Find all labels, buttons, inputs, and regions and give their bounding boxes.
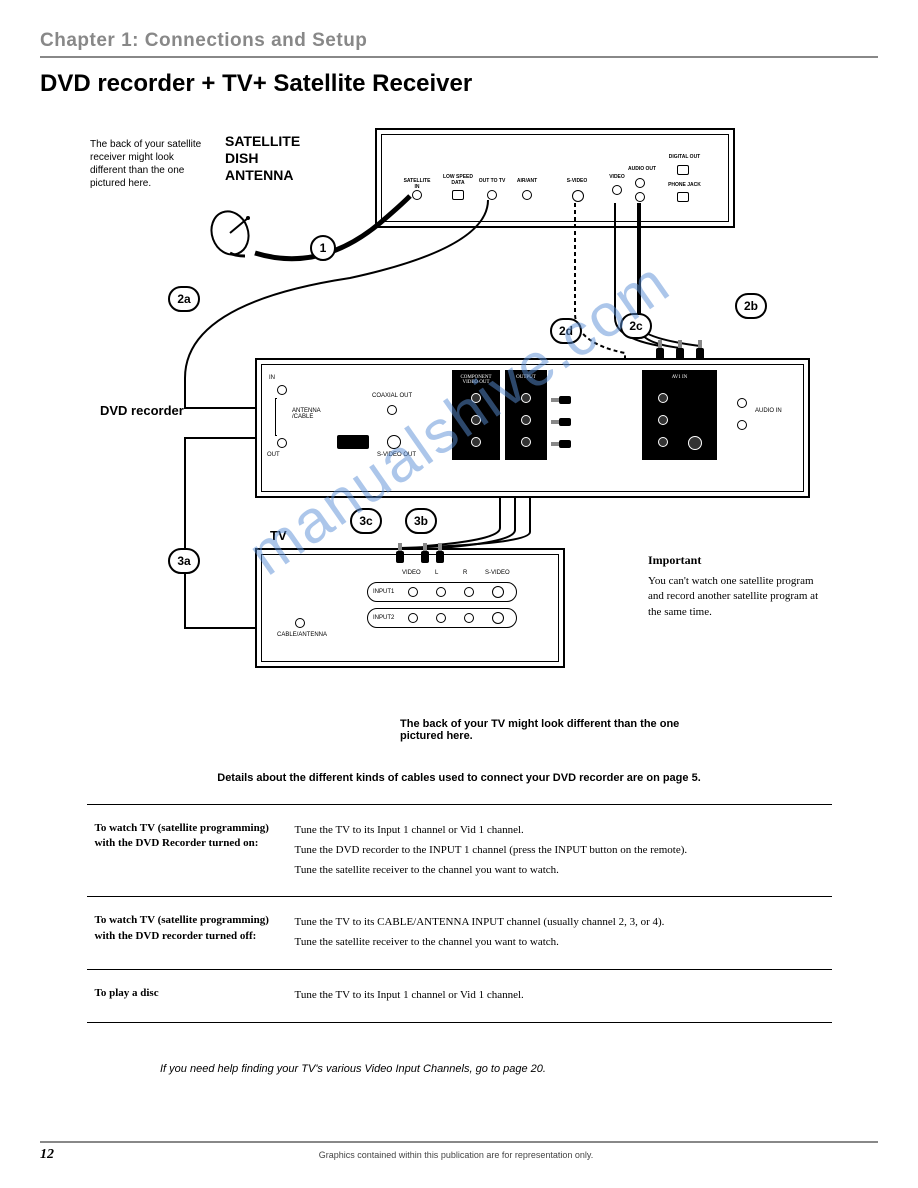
port-hdmi [337, 435, 369, 449]
label-audio-in: AUDIO IN [755, 408, 782, 414]
rca-plug-icon [551, 418, 571, 426]
receiver-note: The back of your satellite receiver migh… [90, 138, 210, 190]
port-audio-in-r [737, 420, 747, 430]
step-marker-3b: 3b [405, 508, 437, 534]
label-component: COMPONENT VIDEO OUT [455, 373, 497, 387]
step-marker-2d: 2d [550, 318, 582, 344]
label-audio-out: AUDIO OUT [627, 166, 657, 172]
instruction-text: Tune the TV to its Input 1 channel or Vi… [287, 805, 832, 897]
port-audio-l [635, 178, 645, 188]
rca-plug-icon [436, 543, 444, 563]
important-title: Important [648, 553, 828, 568]
label-antenna-cable: ANTENNA /CABLE [292, 408, 327, 420]
instruction-table: To watch TV (satellite programming) with… [87, 804, 832, 1023]
label-tv-cable-antenna: CABLE/ANTENNA [277, 632, 327, 638]
port-coaxial-out [387, 405, 397, 415]
tv-back-note: The back of your TV might look different… [400, 718, 700, 742]
rca-plug-icon [551, 440, 571, 448]
label-digital-out: DIGITAL OUT [667, 154, 702, 160]
step-marker-1: 1 [310, 235, 336, 261]
label-tv-r: R [463, 570, 467, 576]
chapter-header: Chapter 1: Connections and Setup [40, 30, 878, 58]
port-low-speed-data [452, 190, 464, 200]
page-title: DVD recorder + TV+ Satellite Receiver [40, 70, 878, 98]
important-text: You can't watch one satellite program an… [648, 574, 828, 620]
page-number: 12 [40, 1147, 54, 1163]
label-satellite-in: SATELLITE IN [402, 178, 432, 190]
instruction-label: To watch TV (satellite programming) with… [87, 897, 287, 970]
satellite-dish-icon [210, 208, 260, 258]
port-antenna-in [277, 385, 287, 395]
instruction-text: Tune the TV to its Input 1 channel or Vi… [287, 969, 832, 1022]
satellite-antenna-label: SATELLITE DISH ANTENNA [225, 133, 300, 183]
label-low-speed: LOW SPEED DATA [442, 174, 474, 186]
dvd-recorder-label: DVD recorder [100, 403, 184, 418]
satellite-receiver-device: SATELLITE IN LOW SPEED DATA OUT TO TV AI… [375, 128, 735, 228]
step-marker-2c: 2c [620, 313, 652, 339]
table-row: To watch TV (satellite programming) with… [87, 805, 832, 897]
rca-plug-icon [656, 340, 664, 360]
help-note: If you need help finding your TV's vario… [160, 1063, 878, 1075]
port-video [612, 185, 622, 195]
cable-details-note: Details about the different kinds of cab… [40, 772, 878, 784]
connection-diagram: The back of your satellite receiver migh… [40, 128, 878, 708]
instruction-label: To play a disc [87, 969, 287, 1022]
label-tv-l: L [435, 570, 438, 576]
port-digital-out [677, 165, 689, 175]
instruction-label: To watch TV (satellite programming) with… [87, 805, 287, 897]
label-phone-jack: PHONE JACK [667, 182, 702, 188]
label-coaxial: COAXIAL OUT [372, 393, 412, 399]
rca-plug-icon [396, 543, 404, 563]
tv-label: TV [270, 528, 287, 543]
label-out: OUT [267, 452, 280, 458]
step-marker-3a: 3a [168, 548, 200, 574]
rca-plug-icon [551, 396, 571, 404]
step-marker-2a: 2a [168, 286, 200, 312]
port-tv-cable-antenna [295, 618, 305, 628]
av1-in-panel: AV1 IN [642, 370, 717, 460]
table-row: To watch TV (satellite programming) with… [87, 897, 832, 970]
important-note: Important You can't watch one satellite … [648, 553, 828, 620]
port-out-to-tv [487, 190, 497, 200]
rca-plug-icon [676, 340, 684, 360]
label-svideo-out: S-VIDEO OUT [377, 452, 416, 458]
port-svideo [572, 190, 584, 202]
label-input1: INPUT1 [373, 589, 394, 595]
port-air-ant [522, 190, 532, 200]
label-in: IN [269, 375, 275, 381]
dvd-recorder-device: IN OUT ANTENNA /CABLE COAXIAL OUT S-VIDE… [255, 358, 810, 498]
rca-plug-icon [421, 543, 429, 563]
instruction-text: Tune the TV to its CABLE/ANTENNA INPUT c… [287, 897, 832, 970]
label-av1: AV1 IN [645, 373, 714, 382]
port-antenna-out [277, 438, 287, 448]
table-row: To play a disc Tune the TV to its Input … [87, 969, 832, 1022]
tv-device: CABLE/ANTENNA INPUT1 INPUT2 VIDEO L R S-… [255, 548, 565, 668]
label-tv-video: VIDEO [402, 570, 421, 576]
port-phone-jack [677, 192, 689, 202]
tv-input2-row: INPUT2 [367, 608, 517, 628]
port-svideo-out [387, 435, 401, 449]
step-marker-2b: 2b [735, 293, 767, 319]
label-tv-svideo: S-VIDEO [485, 570, 510, 576]
footer-disclaimer: Graphics contained within this publicati… [54, 1150, 858, 1160]
label-input2: INPUT2 [373, 615, 394, 621]
rca-plug-icon [696, 340, 704, 360]
page-footer: 12 Graphics contained within this public… [40, 1141, 878, 1163]
step-marker-3c: 3c [350, 508, 382, 534]
port-audio-r [635, 192, 645, 202]
label-out-to-tv: OUT TO TV [477, 178, 507, 184]
label-svideo: S-VIDEO [562, 178, 592, 184]
tv-input1-row: INPUT1 [367, 582, 517, 602]
label-video: VIDEO [602, 174, 632, 180]
output-panel: OUTPUT [505, 370, 547, 460]
label-output: OUTPUT [508, 373, 544, 382]
component-panel: COMPONENT VIDEO OUT [452, 370, 500, 460]
label-air-ant: AIR/ANT [512, 178, 542, 184]
port-satellite-in [412, 190, 422, 200]
port-audio-in-l [737, 398, 747, 408]
